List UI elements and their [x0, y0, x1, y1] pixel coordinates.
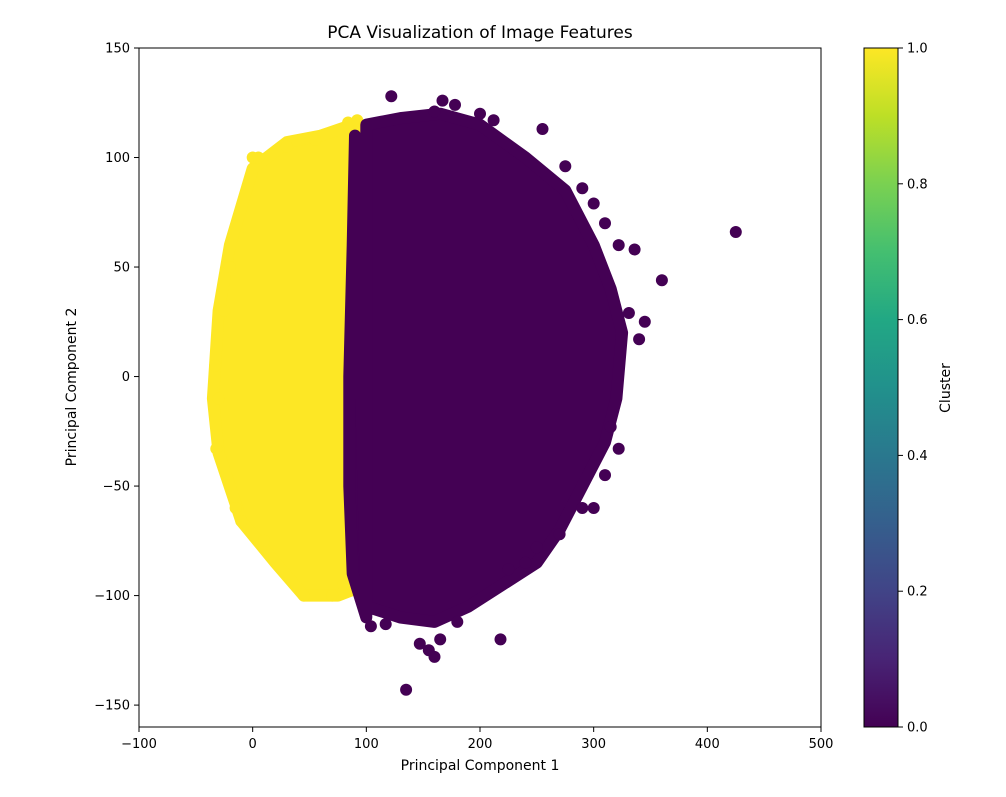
- cluster-1-point: [351, 114, 364, 127]
- cluster-0-point: [428, 105, 441, 118]
- cluster-0-point: [612, 239, 625, 252]
- plot-area: [206, 90, 742, 696]
- cluster-0-point: [612, 442, 625, 455]
- x-tick-label: 400: [695, 737, 720, 752]
- cluster-0-point: [587, 502, 600, 514]
- cluster-0-point: [436, 94, 449, 107]
- y-tick-label: 100: [105, 151, 130, 166]
- cluster-0-point: [587, 197, 600, 210]
- cluster-1-point: [223, 261, 236, 273]
- cluster-0-point: [655, 274, 668, 287]
- cluster-0-point: [502, 563, 515, 576]
- cluster-0-point: [536, 123, 549, 135]
- x-tick-label: −100: [121, 737, 157, 752]
- cluster-0-point: [400, 683, 413, 696]
- cluster-0-point: [628, 243, 641, 256]
- cluster-0-point: [434, 633, 447, 646]
- cluster-1-point: [342, 116, 355, 129]
- cluster-0-point: [576, 502, 589, 514]
- cluster-0-point: [428, 650, 441, 663]
- cluster-0-region: [343, 107, 629, 628]
- cluster-0-point: [494, 633, 507, 646]
- x-axis: −100 0 100 200 300 400 500: [121, 727, 833, 752]
- cluster-1-region: [206, 118, 361, 602]
- cluster-0-point: [576, 182, 589, 195]
- cluster-0-point: [638, 315, 651, 328]
- cluster-1-point: [297, 589, 310, 602]
- cluster-0-point: [474, 107, 486, 120]
- cluster-0-point: [633, 333, 646, 346]
- cluster-0-point: [487, 114, 500, 127]
- x-tick-label: 300: [581, 737, 606, 752]
- cluster-0-point: [622, 307, 635, 319]
- cluster-0-point: [364, 620, 377, 633]
- cluster-1-point: [218, 304, 231, 317]
- cluster-0-point: [604, 420, 617, 433]
- cluster-1-point: [280, 140, 293, 153]
- y-tick-label: −50: [103, 480, 130, 495]
- colorbar-tick-label: 1.0: [907, 42, 928, 57]
- cluster-0-point: [379, 618, 392, 631]
- cluster-1-point: [258, 534, 270, 547]
- y-tick-label: 0: [122, 370, 130, 385]
- y-tick-label: 50: [113, 261, 130, 276]
- cluster-1-point: [235, 515, 248, 528]
- colorbar-tick-label: 0.0: [907, 721, 928, 736]
- cluster-0-point: [449, 98, 461, 111]
- cluster-1-point: [252, 151, 265, 164]
- colorbar: 0.0 0.2 0.4 0.6 0.8 1.0 Cluster: [863, 42, 954, 736]
- cluster-1-point: [309, 134, 322, 146]
- cluster-1-point: [326, 589, 339, 602]
- colorbar-ticks: 0.0 0.2 0.4 0.6 0.8 1.0: [898, 42, 928, 736]
- cluster-0-point: [599, 217, 611, 230]
- cluster-0-point: [385, 90, 398, 103]
- cluster-0-point: [451, 615, 464, 628]
- x-tick-label: 0: [249, 737, 257, 752]
- colorbar-gradient: [863, 47, 899, 728]
- colorbar-tick-label: 0.8: [907, 177, 928, 192]
- cluster-0-point: [599, 469, 611, 482]
- y-tick-label: 150: [105, 42, 130, 57]
- y-axis: −150 −100 −50 0 50 100 150: [94, 42, 139, 714]
- x-tick-label: 200: [468, 737, 493, 752]
- cluster-0-point: [519, 556, 532, 569]
- cluster-1-point: [209, 359, 222, 372]
- y-tick-label: −100: [94, 589, 130, 604]
- colorbar-tick-label: 0.4: [907, 449, 928, 464]
- cluster-0-point: [530, 541, 543, 554]
- y-axis-label: Principal Component 2: [64, 308, 80, 467]
- y-tick-label: −150: [94, 699, 130, 714]
- colorbar-tick-label: 0.2: [907, 585, 928, 600]
- colorbar-tick-label: 0.6: [907, 313, 928, 328]
- cluster-1-point: [212, 392, 225, 405]
- cluster-0-point: [559, 160, 572, 173]
- x-axis-label: Principal Component 1: [401, 758, 560, 774]
- colorbar-label: Cluster: [938, 363, 954, 413]
- x-tick-label: 100: [354, 737, 379, 752]
- cluster-1-point: [229, 502, 242, 514]
- cluster-1-point: [210, 442, 223, 455]
- cluster-0-point: [729, 226, 742, 238]
- x-tick-label: 500: [809, 737, 834, 752]
- cluster-0-point: [413, 637, 426, 650]
- cluster-0-point: [553, 528, 566, 541]
- chart-title: PCA Visualization of Image Features: [327, 23, 633, 43]
